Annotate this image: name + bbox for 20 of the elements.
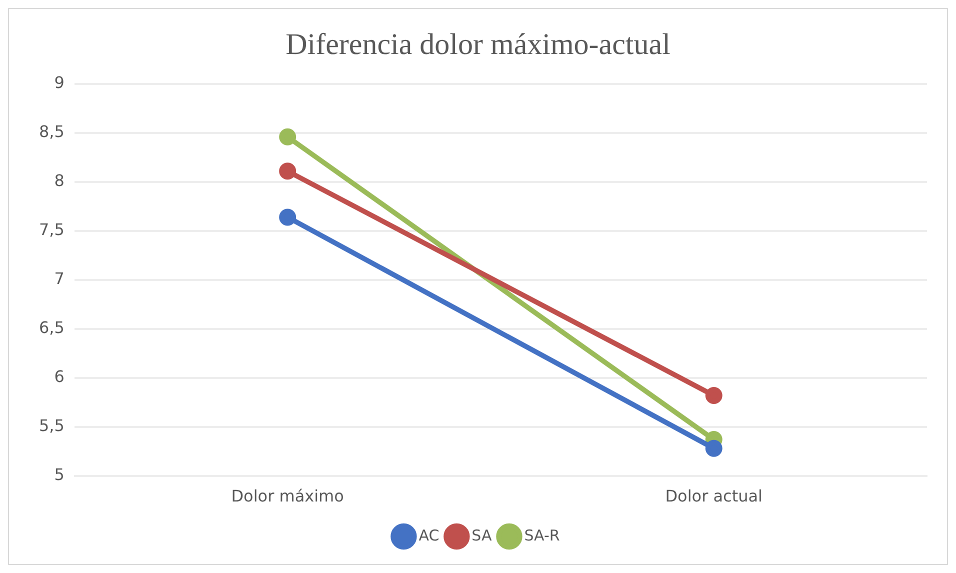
y-tick-label: 5 bbox=[54, 464, 64, 484]
y-tick-label: 6 bbox=[54, 367, 64, 386]
x-tick-label: Dolor máximo bbox=[231, 486, 344, 506]
y-tick-label: 6,5 bbox=[38, 318, 64, 338]
point bbox=[279, 162, 296, 180]
point bbox=[705, 440, 722, 457]
x-tick-label: Dolor actual bbox=[665, 486, 762, 506]
legend-label: AC bbox=[418, 526, 440, 544]
point bbox=[705, 386, 722, 404]
y-tick-label: 8,5 bbox=[38, 122, 64, 142]
y-tick-label: 5,5 bbox=[38, 416, 64, 435]
point bbox=[279, 128, 296, 146]
chart-title: Diferencia dolor máximo-actual bbox=[286, 28, 670, 61]
y-tick-label: 7,5 bbox=[38, 220, 64, 240]
legend-label: SA-R bbox=[524, 526, 560, 544]
y-tick-label: 7 bbox=[54, 269, 64, 288]
y-tick-label: 9 bbox=[54, 73, 64, 92]
y-tick-label: 8 bbox=[54, 171, 64, 190]
point bbox=[279, 208, 296, 226]
legend-label: SA bbox=[472, 526, 492, 544]
